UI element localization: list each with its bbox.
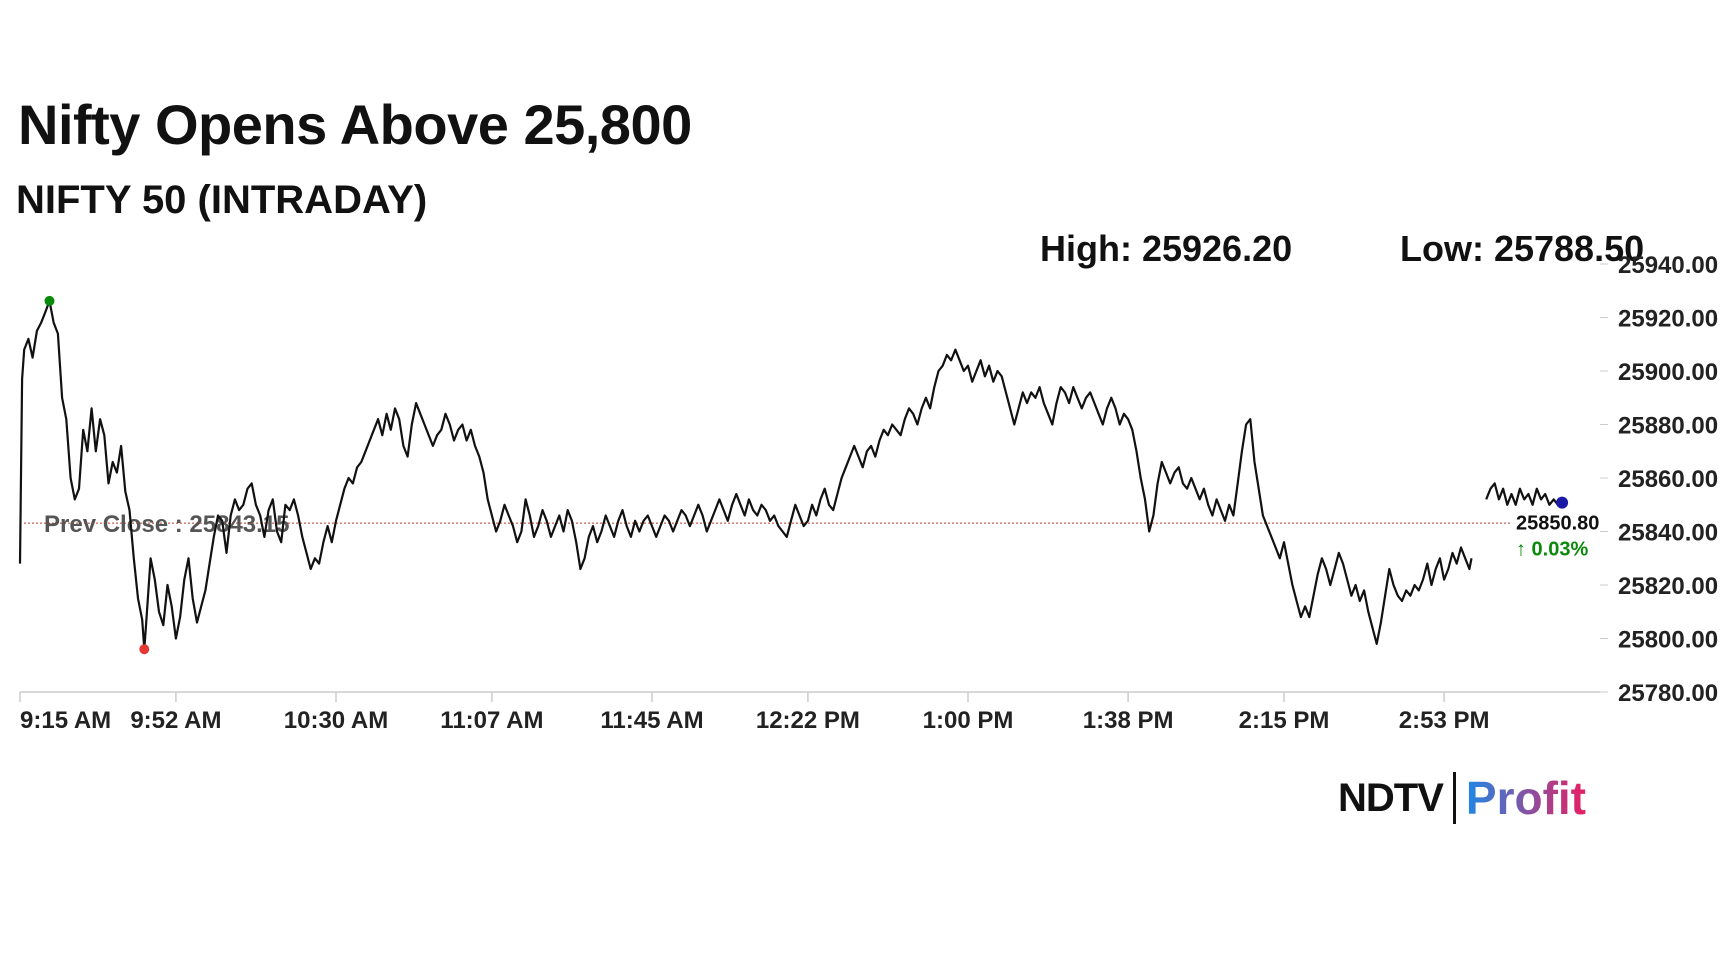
y-tick-label: 25840.00 xyxy=(1618,520,1718,547)
x-tick-label: 12:22 PM xyxy=(756,707,860,734)
y-tick-label: 25900.00 xyxy=(1618,359,1718,386)
markers xyxy=(44,295,1569,655)
ndtv-profit-logo: NDTV Profit xyxy=(1338,770,1586,826)
y-tick-label: 25820.00 xyxy=(1618,573,1718,600)
day-low-stat: Low: 25788.50 xyxy=(1400,228,1645,269)
logo-ndtv-text: NDTV xyxy=(1338,775,1444,820)
x-tick-label: 1:00 PM xyxy=(923,707,1014,734)
high-marker xyxy=(44,295,55,306)
chart-subtitle: NIFTY 50 (INTRADAY) xyxy=(16,178,428,222)
logo-divider xyxy=(1452,772,1456,824)
low-marker xyxy=(139,644,150,655)
last-price-label: 25850.80 xyxy=(1516,513,1599,535)
chart-title: Nifty Opens Above 25,800 xyxy=(18,93,692,156)
y-tick-label: 25780.00 xyxy=(1618,680,1718,707)
x-tick-label: 11:45 AM xyxy=(600,707,703,734)
y-tick-label: 25860.00 xyxy=(1618,466,1718,493)
y-tick-label: 25800.00 xyxy=(1618,627,1718,654)
logo-profit-text: Profit xyxy=(1465,772,1586,824)
x-tick-label: 9:15 AM xyxy=(20,707,111,734)
prev-close-label: Prev Close : 25843.15 xyxy=(44,511,290,538)
x-tick-label: 1:38 PM xyxy=(1083,707,1174,734)
y-axis: 25780.00 25800.00 25820.00 25840.00 25860.00… xyxy=(1600,252,1718,707)
last-marker xyxy=(1556,496,1569,509)
x-tick-label: 10:30 AM xyxy=(284,707,388,734)
x-axis: 9:15 AM 9:52 AM 10:30 AM 11:07 AM 11:45 AM 12… xyxy=(19,691,1600,734)
change-percent-label: ↑ 0.03% xyxy=(1516,539,1588,561)
x-tick-label: 2:53 PM xyxy=(1399,707,1490,734)
y-tick-label: 25920.00 xyxy=(1618,306,1718,333)
x-tick-label: 11:07 AM xyxy=(440,707,543,734)
y-tick-label: 25880.00 xyxy=(1618,413,1718,440)
price-series-line xyxy=(18,299,1563,651)
x-tick-label: 9:52 AM xyxy=(130,707,221,734)
day-high-stat: High: 25926.20 xyxy=(1040,228,1293,269)
y-tick-label: 25940.00 xyxy=(1618,252,1718,279)
x-tick-label: 2:15 PM xyxy=(1239,707,1330,734)
